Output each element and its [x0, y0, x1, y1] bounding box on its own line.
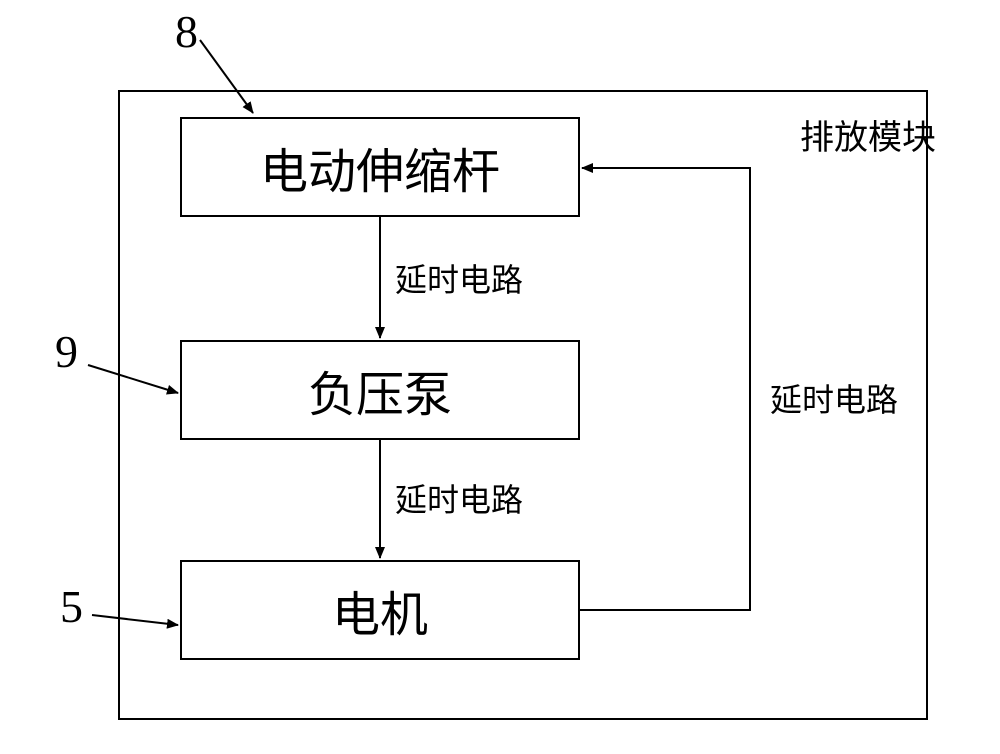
callout-5-line: [92, 615, 178, 625]
arrow-a3-label: 延时电路: [770, 375, 898, 421]
callout-9-label: 9: [55, 325, 78, 378]
arrow-a1-label: 延时电路: [395, 255, 523, 301]
callout-8-label: 8: [175, 5, 198, 58]
callout-9-line: [88, 365, 178, 393]
arrow-a2-label: 延时电路: [395, 475, 523, 521]
callout-8-line: [200, 40, 253, 113]
arrow-motor-to-rod: [580, 168, 750, 610]
callout-5-label: 5: [60, 580, 83, 633]
